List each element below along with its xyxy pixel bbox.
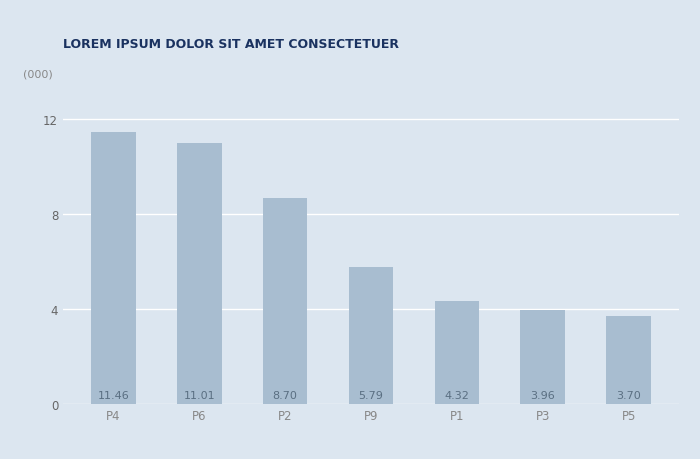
Text: 3.96: 3.96 [531,390,555,400]
Bar [435,302,480,404]
Bar [177,144,222,404]
Text: 5.79: 5.79 [358,390,384,400]
Text: 3.70: 3.70 [616,390,641,400]
Bar [262,198,307,404]
Text: (000): (000) [23,69,52,79]
Bar [91,133,136,404]
Text: 11.01: 11.01 [183,390,215,400]
Bar [606,316,651,404]
Text: 8.70: 8.70 [273,390,298,400]
Text: 4.32: 4.32 [444,390,469,400]
Text: LOREM IPSUM DOLOR SIT AMET CONSECTETUER: LOREM IPSUM DOLOR SIT AMET CONSECTETUER [63,38,399,51]
Bar [520,310,565,404]
Text: 11.46: 11.46 [97,390,130,400]
Bar [349,267,393,404]
